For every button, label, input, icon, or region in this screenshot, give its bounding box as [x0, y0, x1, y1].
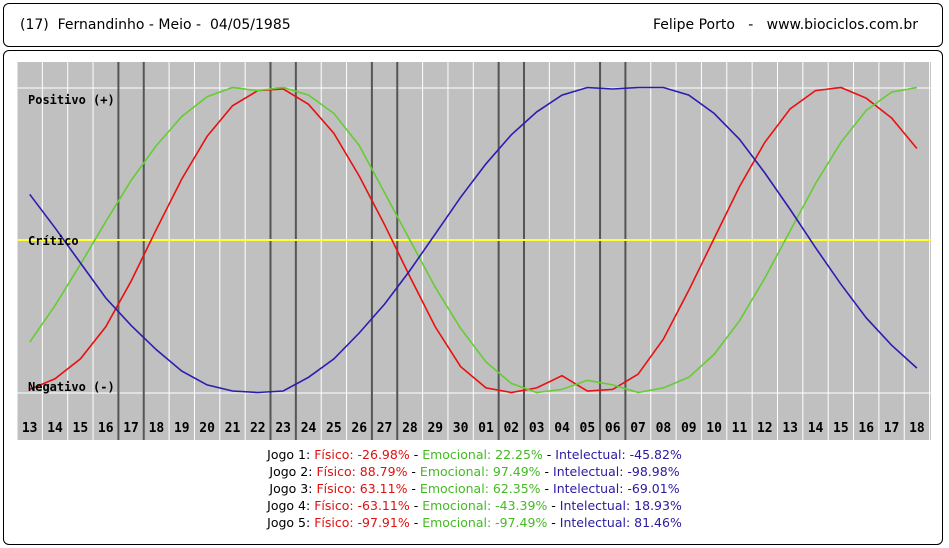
x-tick-label: 13: [782, 421, 798, 436]
x-tick-label: 18: [909, 421, 925, 436]
x-tick-label: 08: [656, 421, 672, 436]
x-tick-label: 14: [808, 421, 824, 436]
x-tick-label: 26: [351, 421, 367, 436]
result-fisico: Físico: -63.11%: [314, 498, 410, 513]
result-intelectual: Intelectual: -98.98%: [553, 464, 680, 479]
x-tick-label: 28: [402, 421, 418, 436]
x-tick-label: 04: [554, 421, 570, 436]
x-tick-label: 14: [47, 421, 63, 436]
result-sep: -: [409, 447, 423, 462]
emocional-series-line: [29, 86, 918, 394]
result-sep: -: [542, 447, 556, 462]
x-tick-label: 17: [884, 421, 900, 436]
y-label-critical: Crítico: [28, 234, 79, 248]
result-sep: -: [407, 464, 420, 479]
biorhythm-chart: Positivo (+) Crítico Negativo (-) 13 14 15 16…: [17, 62, 931, 440]
game-results: Jogo 1: Físico: -26.98% - Emocional: 22.…: [0, 446, 949, 531]
result-fisico: Físico: -97.91%: [314, 515, 410, 530]
game-result-row: Jogo 4: Físico: -63.11% - Emocional: -43…: [0, 497, 949, 514]
x-tick-label: 30: [453, 421, 469, 436]
x-tick-label: 16: [858, 421, 874, 436]
x-tick-label: 20: [199, 421, 215, 436]
x-tick-label: 25: [326, 421, 342, 436]
x-tick-label: 29: [427, 421, 443, 436]
plot-background: [17, 62, 931, 440]
result-emocional: Emocional: 97.49%: [419, 464, 541, 479]
result-sep: -: [540, 464, 554, 479]
x-tick-label: 18: [149, 421, 165, 436]
x-tick-label: 09: [681, 421, 697, 436]
result-fisico: Físico: 88.79%: [316, 464, 408, 479]
result-intelectual: Intelectual: 81.46%: [559, 515, 682, 530]
x-tick-label: 22: [250, 421, 266, 436]
x-tick-label: 02: [503, 421, 519, 436]
result-fisico: Físico: 63.11%: [316, 481, 408, 496]
result-sep: -: [407, 481, 420, 496]
x-tick-label: 17: [123, 421, 139, 436]
result-label: Jogo 4:: [267, 498, 315, 513]
result-fisico: Físico: -26.98%: [314, 447, 410, 462]
result-sep: -: [409, 498, 423, 513]
x-tick-label: 03: [529, 421, 545, 436]
result-label: Jogo 1:: [267, 447, 315, 462]
game-result-row: Jogo 3: Físico: 63.11% - Emocional: 62.3…: [0, 480, 949, 497]
result-sep: -: [409, 515, 423, 530]
result-label: Jogo 3:: [269, 481, 317, 496]
y-label-negative: Negativo (-): [28, 380, 115, 394]
x-tick-label: 16: [98, 421, 114, 436]
site-credit: Felipe Porto - www.biociclos.com.br: [652, 17, 918, 33]
game-result-row: Jogo 5: Físico: -97.91% - Emocional: -97…: [0, 514, 949, 531]
result-emocional: Emocional: -43.39%: [422, 498, 548, 513]
header-bar: (17) Fernandinho - Meio - 04/05/1985 Fel…: [3, 3, 943, 47]
intelectual-series-line: [29, 86, 918, 394]
x-tick-label: 24: [301, 421, 317, 436]
x-tick-label: 05: [580, 421, 596, 436]
x-tick-label: 13: [22, 421, 38, 436]
result-intelectual: Intelectual: 18.93%: [559, 498, 682, 513]
game-result-row: Jogo 1: Físico: -26.98% - Emocional: 22.…: [0, 446, 949, 463]
x-tick-label: 01: [478, 421, 494, 436]
x-tick-label: 11: [732, 421, 748, 436]
y-label-positive: Positivo (+): [28, 93, 115, 107]
result-sep: -: [547, 498, 560, 513]
x-tick-label: 15: [73, 421, 89, 436]
result-emocional: Emocional: 22.25%: [422, 447, 543, 462]
x-tick-label: 21: [225, 421, 241, 436]
result-label: Jogo 5:: [267, 515, 315, 530]
game-result-row: Jogo 2: Físico: 88.79% - Emocional: 97.4…: [0, 463, 949, 480]
result-emocional: Emocional: -97.49%: [422, 515, 548, 530]
x-tick-label: 07: [630, 421, 646, 436]
result-emocional: Emocional: 62.35%: [419, 481, 541, 496]
x-tick-label: 15: [833, 421, 849, 436]
x-tick-label: 12: [757, 421, 773, 436]
result-intelectual: Intelectual: -45.82%: [555, 447, 682, 462]
player-info: (17) Fernandinho - Meio - 04/05/1985: [20, 17, 291, 33]
x-tick-label: 19: [174, 421, 190, 436]
x-tick-label: 10: [706, 421, 722, 436]
x-tick-label: 06: [605, 421, 621, 436]
fisico-series-line: [29, 86, 918, 394]
result-sep: -: [540, 481, 554, 496]
x-tick-label: 27: [377, 421, 393, 436]
result-intelectual: Intelectual: -69.01%: [553, 481, 680, 496]
x-tick-label: 23: [275, 421, 291, 436]
result-label: Jogo 2:: [269, 464, 317, 479]
result-sep: -: [547, 515, 560, 530]
